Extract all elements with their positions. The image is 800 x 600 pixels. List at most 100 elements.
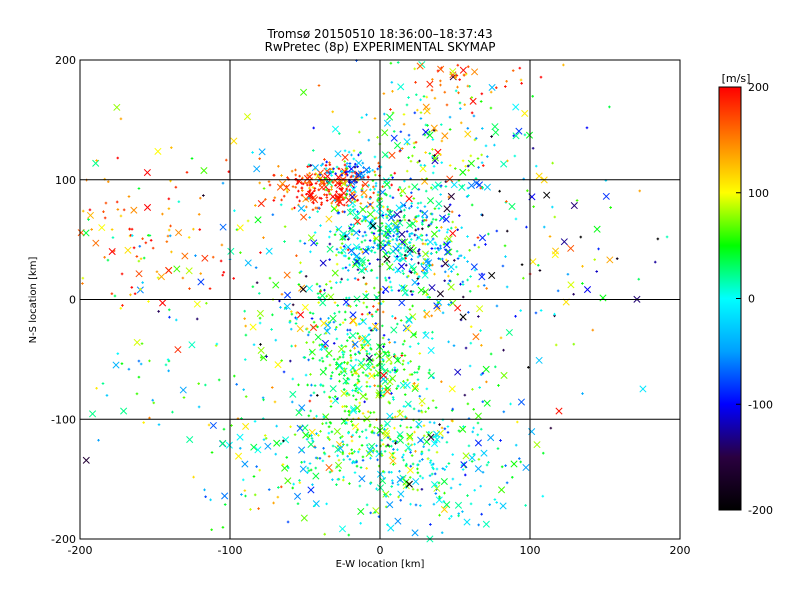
scatter-point-plus: [585, 126, 589, 130]
scatter-point-x: [567, 244, 575, 252]
scatter-point-plus: [358, 351, 361, 355]
scatter-point-x: [331, 269, 339, 277]
scatter-point-plus: [365, 305, 369, 309]
scatter-point-x: [325, 215, 333, 223]
scatter-point-plus: [305, 438, 309, 441]
scatter-point-plus: [429, 459, 433, 462]
scatter-point-plus: [110, 228, 114, 231]
scatter-point-plus: [487, 461, 490, 464]
scatter-point-plus: [328, 230, 332, 233]
scatter-point-plus: [382, 477, 386, 480]
scatter-point-x: [421, 210, 429, 218]
scatter-point-x: [236, 224, 244, 232]
scatter-point-plus: [450, 226, 453, 230]
scatter-point-plus: [313, 231, 317, 234]
scatter-point-plus: [430, 472, 434, 476]
scatter-point-x: [411, 384, 419, 393]
scatter-point-x: [320, 319, 328, 327]
scatter-point-plus: [353, 461, 357, 464]
scatter-point-plus: [325, 160, 328, 164]
scatter-point-plus: [241, 478, 245, 482]
scatter-point-plus: [362, 166, 365, 169]
scatter-point-plus: [467, 444, 471, 448]
scatter-point-x: [326, 245, 334, 253]
scatter-point-plus: [195, 317, 199, 321]
scatter-point-plus: [346, 238, 350, 241]
scatter-point-plus: [422, 424, 426, 427]
scatter-point-x: [430, 230, 438, 238]
scatter-point-plus: [335, 397, 339, 401]
scatter-point-plus: [519, 78, 523, 82]
scatter-point-plus: [499, 439, 502, 442]
scatter-point-plus: [142, 256, 146, 260]
scatter-point-plus: [519, 460, 522, 464]
scatter-point-plus: [458, 78, 461, 81]
scatter-point-plus: [343, 310, 347, 314]
scatter-point-x: [471, 68, 479, 76]
scatter-point-plus: [239, 251, 242, 254]
scatter-point-plus: [410, 293, 414, 296]
scatter-point-plus: [343, 374, 346, 377]
scatter-point-plus: [167, 308, 171, 312]
scatter-point-plus: [364, 216, 368, 219]
scatter-point-plus: [285, 307, 288, 310]
scatter-point-plus: [479, 373, 483, 377]
scatter-point-plus: [317, 84, 321, 87]
scatter-point-plus: [152, 401, 156, 405]
scatter-point-plus: [392, 234, 395, 238]
scatter-point-plus: [391, 481, 395, 485]
scatter-point-plus: [368, 239, 372, 242]
scatter-point-x: [383, 387, 391, 396]
scatter-point-x: [492, 128, 500, 136]
scatter-point-plus: [481, 213, 484, 217]
scatter-point-plus: [487, 232, 490, 236]
scatter-point-plus: [374, 173, 377, 177]
scatter-point-x: [315, 172, 323, 180]
scatter-point-plus: [433, 472, 437, 476]
scatter-point-plus: [310, 317, 314, 320]
scatter-point-plus: [137, 187, 141, 190]
scatter-point-plus: [351, 373, 354, 377]
scatter-point-plus: [421, 227, 424, 231]
scatter-point-plus: [427, 224, 431, 227]
scatter-point-plus: [446, 228, 450, 231]
scatter-point-plus: [382, 205, 385, 209]
scatter-point-x: [529, 258, 537, 266]
scatter-point-plus: [338, 373, 341, 376]
scatter-point-plus: [317, 434, 320, 437]
scatter-point-plus: [306, 174, 310, 177]
scatter-point-plus: [335, 190, 338, 194]
scatter-point-plus: [402, 113, 406, 116]
scatter-point-x: [599, 294, 607, 302]
scatter-point-plus: [369, 329, 373, 332]
scatter-point-plus: [416, 471, 420, 475]
scatter-point-plus: [331, 444, 335, 448]
scatter-point-x: [381, 129, 389, 137]
scatter-point-x: [422, 128, 430, 136]
scatter-point-plus: [120, 362, 124, 365]
scatter-point-plus: [335, 281, 338, 284]
scatter-point-x: [369, 222, 377, 230]
scatter-point-x: [528, 428, 536, 436]
scatter-point-plus: [380, 222, 384, 225]
scatter-point-x: [500, 160, 508, 168]
scatter-point-x: [340, 389, 348, 397]
scatter-point-x: [472, 179, 481, 187]
scatter-point-plus: [342, 475, 345, 479]
scatter-point-plus: [217, 378, 221, 382]
scatter-point-plus: [396, 322, 399, 326]
scatter-point-plus: [374, 237, 377, 241]
scatter-point-plus: [358, 448, 361, 451]
scatter-point-plus: [351, 389, 354, 392]
scatter-point-plus: [259, 251, 262, 254]
scatter-point-plus: [327, 425, 331, 429]
scatter-point-plus: [367, 184, 371, 187]
scatter-point-plus: [388, 437, 392, 441]
scatter-point-plus: [255, 465, 258, 468]
x-tick-label: -100: [218, 544, 243, 557]
scatter-point-plus: [369, 456, 372, 460]
scatter-point-plus: [164, 363, 168, 367]
scatter-point-plus: [407, 156, 410, 159]
scatter-point-plus: [338, 355, 342, 359]
scatter-point-plus: [293, 433, 297, 436]
